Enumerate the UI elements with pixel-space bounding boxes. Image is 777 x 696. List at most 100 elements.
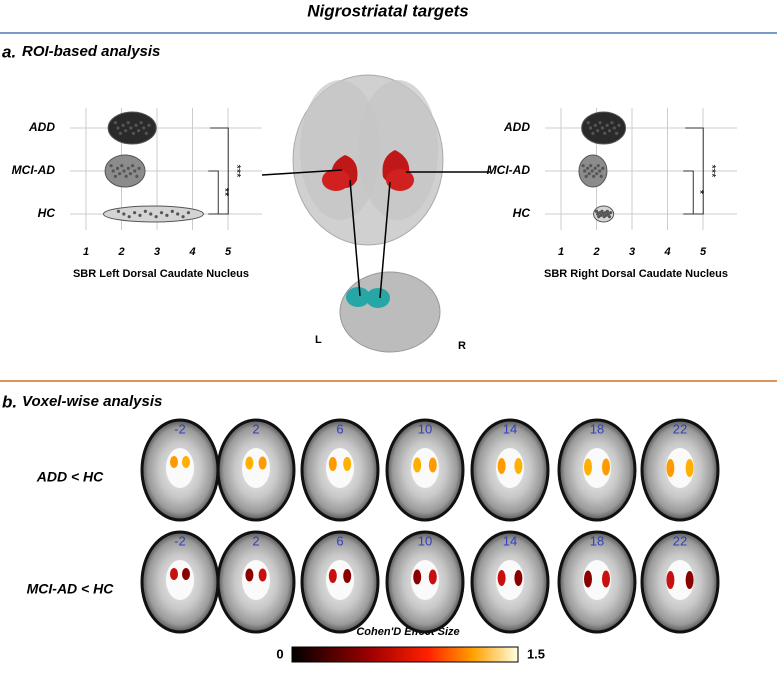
ventricle: [496, 448, 524, 488]
point: [124, 174, 128, 178]
point: [144, 131, 148, 135]
slice-label: 2: [252, 533, 259, 548]
activation: [428, 569, 437, 585]
point: [154, 215, 158, 219]
point: [127, 215, 131, 219]
point: [109, 164, 113, 168]
point: [591, 131, 595, 135]
panel-title: Voxel-wise analysis: [22, 393, 162, 410]
point: [133, 169, 137, 173]
ventricle: [242, 560, 270, 600]
panel-label: a.: [2, 42, 16, 61]
point: [120, 164, 124, 168]
activation: [666, 571, 675, 589]
point: [137, 166, 141, 170]
point: [134, 123, 138, 127]
point: [111, 169, 115, 173]
x-tick-label: 4: [663, 246, 670, 258]
activation: [182, 568, 190, 580]
point: [586, 121, 590, 125]
significance: **: [218, 188, 230, 197]
point: [118, 131, 123, 135]
bracket: [685, 127, 704, 215]
panel-title: ROI-based analysis: [22, 43, 160, 60]
point: [124, 129, 128, 133]
activation: [245, 568, 254, 582]
slice-label: 14: [503, 533, 517, 548]
activation: [514, 458, 523, 474]
panel-label: b.: [2, 392, 17, 411]
point: [605, 123, 609, 127]
point: [113, 174, 117, 178]
point: [138, 213, 142, 217]
activation: [413, 569, 422, 585]
activation: [258, 568, 267, 582]
ventricle: [166, 448, 194, 488]
group-label: MCI-AD: [487, 163, 531, 177]
x-tick-label: 2: [592, 246, 599, 258]
point: [595, 172, 599, 176]
point: [130, 164, 135, 168]
significance: ***: [705, 165, 717, 179]
slice-label: 6: [336, 533, 343, 548]
slice-label: 6: [336, 421, 343, 436]
x-tick-label: 5: [700, 246, 707, 258]
point: [586, 166, 590, 170]
point: [131, 131, 136, 135]
activation: [328, 457, 337, 471]
point: [137, 129, 141, 133]
colorbar-max: 1.5: [527, 646, 545, 661]
figure-title: Nigrostriatal targets: [307, 1, 469, 20]
significance: *: [693, 190, 705, 195]
activation: [182, 456, 190, 468]
brain-render: [261, 74, 490, 353]
point: [186, 211, 191, 215]
point: [135, 174, 139, 178]
group-label: HC: [513, 206, 531, 220]
slice-label: 22: [673, 533, 687, 548]
x-tick-label: 1: [83, 246, 89, 258]
point: [605, 209, 609, 213]
point: [121, 123, 125, 127]
activation: [514, 570, 523, 586]
point: [612, 126, 616, 130]
point: [601, 166, 605, 170]
point: [600, 209, 604, 213]
point: [147, 123, 151, 127]
significance: ***: [230, 165, 242, 179]
x-axis-label: SBR Left Dorsal Caudate Nucleus: [73, 268, 249, 280]
activation: [584, 570, 592, 588]
x-tick-label: 2: [117, 246, 124, 258]
slice-label: 10: [418, 421, 432, 436]
slice-label: 18: [590, 421, 604, 436]
group-label: MCI-AD: [12, 163, 56, 177]
x-tick-label: 4: [188, 246, 195, 258]
point: [128, 172, 133, 176]
point: [598, 169, 602, 173]
point: [118, 172, 122, 176]
activation: [328, 569, 337, 583]
x-tick-label: 3: [629, 246, 635, 258]
slice-label: 10: [418, 533, 432, 548]
point: [126, 166, 130, 170]
x-tick-label: 5: [225, 246, 232, 258]
point: [170, 209, 174, 213]
point: [116, 126, 120, 130]
point: [129, 126, 133, 130]
colorbar: [291, 646, 519, 663]
activation: [497, 570, 506, 586]
point: [607, 215, 612, 219]
point: [595, 209, 599, 213]
bracket: [210, 127, 229, 215]
point: [116, 209, 121, 213]
ventricle: [496, 560, 524, 600]
point: [599, 174, 603, 178]
ventricle: [242, 448, 270, 488]
row-label: MCI-AD < HC: [27, 581, 115, 597]
slice-label: 14: [503, 421, 517, 436]
point: [584, 174, 588, 178]
colorbar-min: 0: [276, 646, 283, 661]
activation: [602, 458, 610, 476]
x-axis-label: SBR Right Dorsal Caudate Nucleus: [544, 268, 728, 280]
ventricle: [166, 560, 194, 600]
